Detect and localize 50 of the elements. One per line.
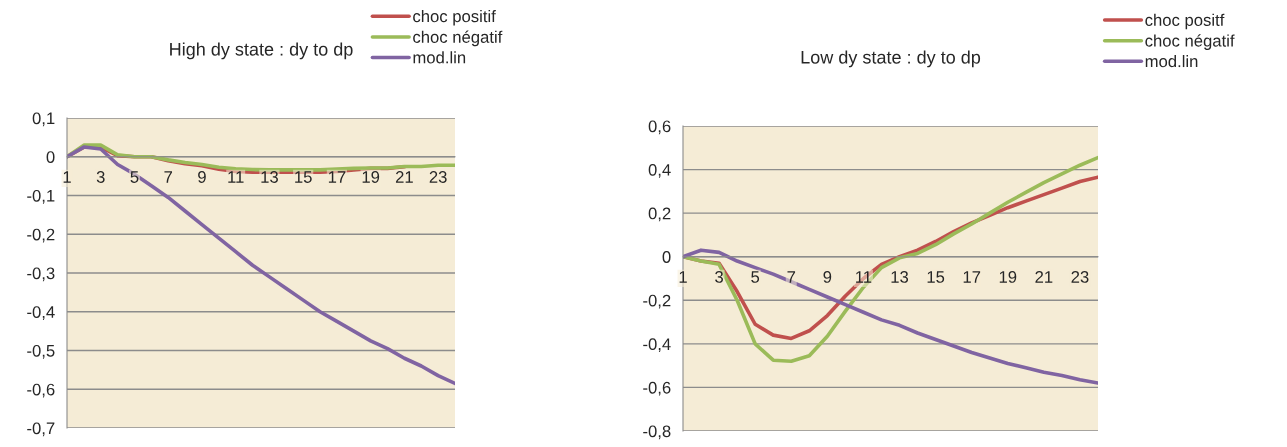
x-tick-label: 17 [328, 171, 346, 183]
x-tick-label: 11 [228, 171, 244, 183]
x-tick-label: 17 [963, 271, 981, 283]
y-tick-label: -0,6 [27, 383, 55, 398]
y-tick-label: -0,6 [643, 381, 671, 396]
y-tick-label: -0,7 [27, 422, 55, 437]
legend-label: mod.lin [1145, 54, 1198, 68]
legend-label: choc négatif [1145, 34, 1235, 50]
y-tick-label: -0,5 [27, 344, 55, 359]
y-tick-label: -0,3 [27, 267, 55, 282]
line-series [67, 143, 455, 172]
x-tick-label: 13 [261, 171, 278, 183]
x-tick-label: 7 [164, 171, 173, 183]
y-tick-label: 0 [662, 251, 671, 263]
x-tick-label: 3 [96, 171, 105, 183]
x-tick-label: 11 [856, 271, 872, 283]
x-tick-label: 23 [1071, 271, 1089, 283]
chart-title: Low dy state : dy to dp [801, 50, 981, 68]
x-tick-label: 21 [1035, 271, 1053, 283]
x-tick-label: 15 [927, 271, 945, 283]
legend-label: choc négatif [413, 30, 503, 47]
x-tick-label: 19 [362, 171, 380, 183]
y-tick-label: 0,4 [648, 163, 671, 178]
x-tick-label: 19 [999, 271, 1017, 283]
x-tick-label: 5 [130, 171, 139, 183]
y-tick-label: -0,2 [27, 228, 55, 243]
y-tick-label: 0,6 [648, 120, 671, 135]
y-tick-label: -0,2 [643, 294, 671, 309]
y-tick-label: 0,1 [32, 112, 55, 127]
y-tick-label: -0,4 [27, 306, 55, 320]
y-tick-label: -0,8 [643, 425, 671, 440]
legend-label: choc positf [1145, 13, 1225, 30]
x-tick-label: 3 [715, 271, 723, 283]
legend-label: choc positif [413, 9, 496, 26]
y-tick-label: -0,4 [643, 338, 671, 353]
x-tick-label: 13 [891, 271, 909, 283]
y-tick-label: 0 [46, 151, 55, 163]
x-tick-label: 9 [198, 171, 206, 183]
legend-label: mod.lin [413, 51, 466, 64]
x-tick-label: 1 [679, 271, 687, 283]
y-tick-label: -0,1 [27, 189, 55, 204]
chart-title: High dy state : dy to dp [170, 42, 353, 60]
y-tick-label: 0,2 [648, 207, 671, 222]
x-tick-label: 9 [823, 271, 832, 283]
x-tick-label: 1 [63, 171, 71, 183]
x-tick-label: 21 [395, 171, 413, 183]
x-tick-label: 5 [751, 271, 760, 283]
x-tick-label: 7 [787, 271, 796, 283]
x-tick-label: 15 [295, 171, 312, 183]
x-tick-label: 23 [429, 171, 447, 183]
